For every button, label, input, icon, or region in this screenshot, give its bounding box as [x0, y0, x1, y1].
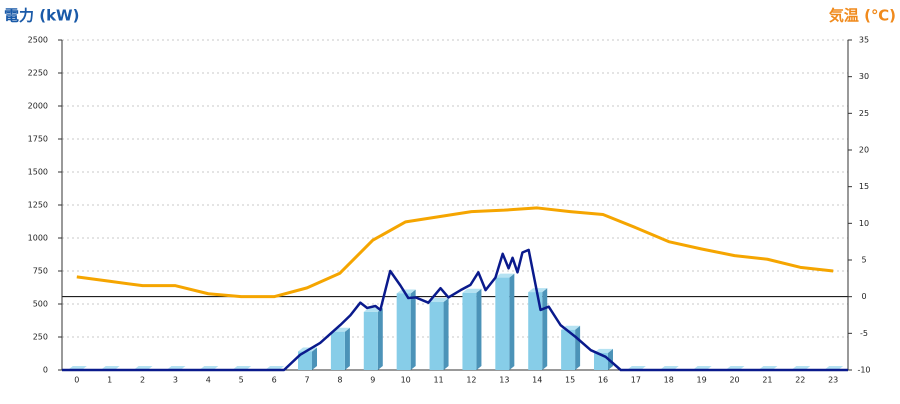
- power-line: [62, 248, 848, 372]
- y-tick-label: 500: [33, 300, 48, 309]
- bar-face: [528, 292, 543, 370]
- bar: [462, 288, 482, 370]
- y2-tick-label: 5: [861, 256, 866, 265]
- y2-tick-label: 15: [859, 182, 869, 191]
- bar-face: [363, 311, 378, 370]
- x-tick-label: 0: [74, 376, 79, 385]
- x-tick-label: 4: [206, 376, 211, 385]
- y2-tick-label: 30: [859, 72, 869, 81]
- bar-face: [429, 302, 444, 370]
- bar-face: [312, 347, 318, 370]
- y-tick-label: 2000: [28, 102, 48, 111]
- bar-face: [561, 329, 576, 370]
- x-tick-label: 6: [272, 376, 277, 385]
- y2-tick-label: 25: [859, 109, 869, 118]
- bar: [363, 307, 383, 370]
- bar-face: [377, 307, 383, 370]
- bar: [396, 289, 416, 370]
- bar-face: [396, 289, 416, 294]
- x-tick-label: 8: [337, 376, 342, 385]
- y-axis-title: 電力 (kW): [4, 7, 79, 25]
- x-tick-label: 13: [499, 376, 509, 385]
- y2-tick-label: -10: [857, 366, 870, 375]
- y2-tick-label: 10: [859, 219, 869, 228]
- x-tick-label: 20: [729, 376, 739, 385]
- x-tick-label: 10: [401, 376, 411, 385]
- y2-tick-label: 35: [859, 36, 869, 45]
- bar-face: [542, 288, 548, 370]
- bar-face: [593, 348, 613, 353]
- x-tick-label: 17: [631, 376, 641, 385]
- x-tick-label: 14: [532, 376, 542, 385]
- y-tick-label: 0: [43, 366, 48, 375]
- bar: [330, 327, 350, 370]
- bar-face: [396, 293, 411, 370]
- bar-face: [330, 331, 345, 370]
- x-tick-label: 23: [828, 376, 838, 385]
- y2-tick-label: 20: [859, 146, 869, 155]
- x-tick-label: 12: [466, 376, 476, 385]
- bar-face: [344, 327, 350, 370]
- x-tick-label: 16: [598, 376, 608, 385]
- x-tick-label: 7: [304, 376, 309, 385]
- y-tick-label: 1750: [28, 135, 48, 144]
- bar-face: [462, 288, 482, 293]
- bar-face: [509, 273, 515, 370]
- x-tick-label: 21: [762, 376, 772, 385]
- y-tick-label: 2250: [28, 69, 48, 78]
- y2-tick-label: -5: [860, 329, 868, 338]
- y-tick-label: 1500: [28, 168, 48, 177]
- bar-face: [575, 325, 581, 370]
- y-tick-label: 2500: [28, 36, 48, 45]
- x-tick-label: 19: [697, 376, 707, 385]
- bar-face: [298, 351, 313, 370]
- x-tick-label: 1: [107, 376, 112, 385]
- x-tick-label: 22: [795, 376, 805, 385]
- y-tick-label: 750: [33, 267, 48, 276]
- x-tick-label: 5: [239, 376, 244, 385]
- x-tick-label: 15: [565, 376, 575, 385]
- bar: [495, 273, 515, 370]
- x-tick-label: 2: [140, 376, 145, 385]
- y2-tick-label: 0: [861, 292, 866, 301]
- bar-face: [495, 277, 510, 370]
- x-tick-label: 3: [173, 376, 178, 385]
- bar-face: [462, 292, 477, 370]
- bar-face: [476, 288, 482, 370]
- temperature-line: [76, 206, 834, 299]
- bar-face: [443, 298, 449, 370]
- y2-axis-title: 気温 (℃): [829, 7, 896, 25]
- y-tick-label: 1000: [28, 234, 48, 243]
- x-tick-label: 9: [370, 376, 375, 385]
- y-tick-label: 250: [33, 333, 48, 342]
- x-tick-label: 18: [664, 376, 674, 385]
- bar: [429, 298, 449, 370]
- y-tick-label: 1250: [28, 201, 48, 210]
- bar-face: [410, 289, 416, 370]
- x-tick-label: 11: [433, 376, 443, 385]
- bar-face: [495, 273, 515, 278]
- bar-face: [429, 298, 449, 303]
